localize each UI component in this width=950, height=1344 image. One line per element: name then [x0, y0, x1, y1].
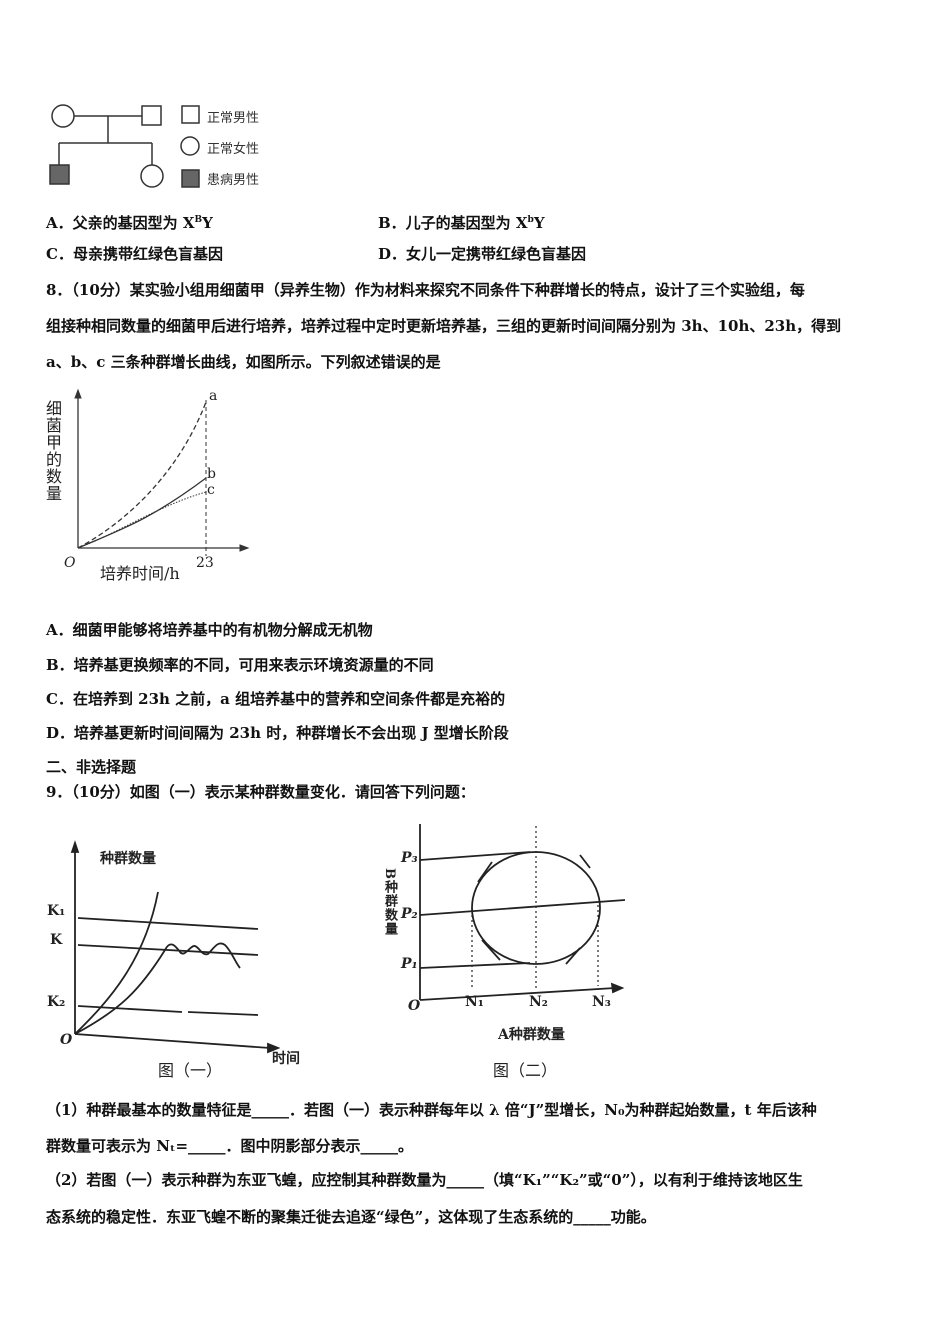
- curve-b-label: b: [207, 466, 216, 482]
- fig1-origin: O: [60, 1032, 73, 1048]
- fig2-xlabel: A种群数量: [498, 1027, 565, 1043]
- fig1-xlabel: 时间: [272, 1051, 300, 1067]
- bacteria-xlabel: 培养时间/h: [100, 564, 180, 583]
- arrow-up-right: [579, 854, 591, 869]
- k2-line: [77, 1005, 183, 1013]
- fig1-k2-label: K₂: [47, 994, 66, 1010]
- k1-line: [77, 917, 259, 930]
- mother-symbol: [51, 104, 75, 128]
- pedigree-chart: [49, 104, 200, 188]
- q7-option-b: B．儿子的基因型为 XbY: [378, 214, 545, 232]
- fig2-n2-label: N₂: [529, 994, 548, 1010]
- legend-normal-female: 正常女性: [207, 142, 260, 157]
- q9-line-1: （1）种群最基本的数量特征是_____．若图（一）表示种群每年以 λ 倍“J”型…: [46, 1101, 817, 1119]
- fig2-n3-label: N₃: [592, 994, 611, 1010]
- fig2-p3-label: P₃: [401, 850, 418, 866]
- q7-option-d: D．女儿一定携带红绿色盲基因: [378, 245, 587, 263]
- q7-option-a: A．父亲的基因型为 XBY: [46, 214, 213, 232]
- k-line: [77, 944, 259, 956]
- fig1-k-label: K: [50, 932, 63, 948]
- q8-line-3: a、b、c 三条种群增长曲线，如图所示。下列叙述错误的是: [46, 353, 441, 371]
- section-heading: 二、非选择题: [46, 758, 137, 776]
- legend-normal-male-symbol: [181, 105, 200, 124]
- q9-line-3: （2）若图（一）表示种群为东亚飞蝗，应控制其种群数量为_____（填“K₁”“K…: [46, 1171, 803, 1189]
- fig2-p2-label: P₂: [401, 906, 418, 922]
- affected-son-symbol: [49, 164, 70, 185]
- fig1-k1-label: K₁: [47, 903, 66, 919]
- curve-a: [77, 401, 207, 549]
- q8-line-1: 8．（10分）某实验小组用细菌甲（异养生物）作为材料来探究不同条件下种群增长的特…: [46, 281, 805, 299]
- curve-c-label: c: [207, 482, 215, 498]
- father-symbol: [141, 105, 162, 126]
- fig2-origin: O: [408, 998, 421, 1014]
- q8-option-c: C．在培养到 23h 之前，a 组培养基中的营养和空间条件都是充裕的: [46, 690, 506, 708]
- q9-intro: 9．（10分）如图（一）表示某种群数量变化．请回答下列问题：: [46, 783, 475, 801]
- fig1-caption: 图（一）: [158, 1061, 223, 1080]
- bacteria-ylabel: 细菌甲的数量: [43, 400, 62, 502]
- legend-affected-male: 患病男性: [207, 173, 260, 188]
- q8-option-b: B．培养基更换频率的不同，可用来表示环境资源量的不同: [46, 656, 434, 674]
- arrow-up-left: [477, 861, 493, 883]
- legend-affected-male-symbol: [181, 169, 200, 188]
- bacteria-growth-chart: [74, 388, 250, 556]
- q9-line-2: 群数量可表示为 Nₜ=_____．图中阴影部分表示_____。: [46, 1137, 414, 1155]
- q9-line-4: 态系统的稳定性．东亚飞蝗不断的聚集迁徙去追逐“绿色”，这体现了生态系统的____…: [46, 1208, 656, 1226]
- legend-normal-female-symbol: [180, 136, 200, 156]
- q8-option-a: A．细菌甲能够将培养基中的有机物分解成无机物: [46, 621, 373, 639]
- fig2-ylabel: B种群数量: [382, 868, 397, 936]
- curve-b: [77, 477, 207, 549]
- fig1-ylabel: 种群数量: [100, 851, 156, 867]
- curve-c: [77, 491, 207, 549]
- p2-line: [419, 899, 626, 916]
- arrow-down-left: [481, 939, 501, 961]
- bacteria-origin: O: [64, 555, 76, 571]
- j-curve: [74, 891, 159, 1035]
- s-curve: [74, 942, 241, 1035]
- q8-option-d: D．培养基更新时间间隔为 23h 时，种群增长不会出现 J 型增长阶段: [46, 724, 509, 742]
- bacteria-tick-23: 23: [196, 555, 214, 571]
- p3-line: [419, 851, 531, 861]
- fig2-predator-prey-chart: [419, 824, 626, 1001]
- curve-a-label: a: [209, 388, 218, 404]
- p1-line: [419, 962, 531, 969]
- arrow-down-right: [565, 947, 581, 965]
- q8-line-2: 组接种相同数量的细菌甲后进行培养，培养过程中定时更新培养基，三组的更新时间间隔分…: [46, 317, 842, 335]
- q7-option-c: C．母亲携带红绿色盲基因: [46, 245, 223, 263]
- daughter-symbol: [140, 164, 164, 188]
- fig2-p1-label: P₁: [401, 956, 418, 972]
- fig1-population-chart: [70, 840, 281, 1054]
- legend-normal-male: 正常男性: [207, 111, 260, 126]
- fig2-n1-label: N₁: [465, 994, 484, 1010]
- fig2-caption: 图（二）: [493, 1061, 558, 1080]
